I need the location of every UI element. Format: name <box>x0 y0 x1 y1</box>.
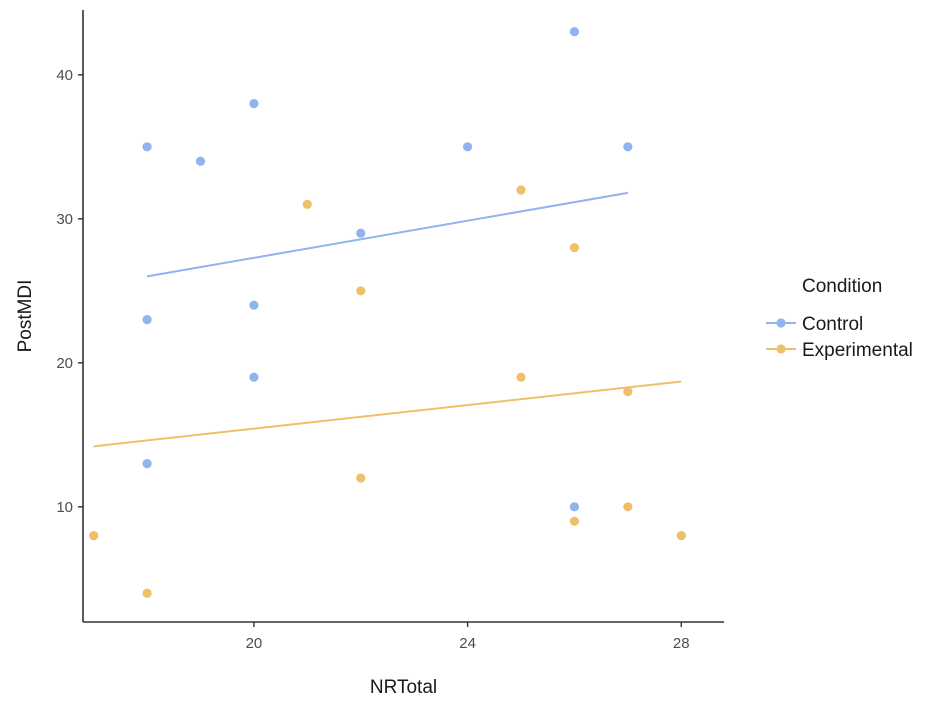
experimental-point <box>623 502 633 512</box>
y-tick-label: 30 <box>56 211 73 228</box>
control-point <box>195 156 206 166</box>
legend-control-label: Control <box>802 314 863 335</box>
control-point <box>249 300 259 310</box>
y-axis-ticks: 10 20 30 40 <box>56 67 83 516</box>
control-point <box>142 142 152 152</box>
legend-experimental-label: Experimental <box>802 340 913 361</box>
y-tick-label: 10 <box>56 499 73 516</box>
experimental-point <box>569 243 580 253</box>
experimental-point <box>356 473 366 483</box>
control-point <box>356 228 366 238</box>
plot-area <box>89 27 686 598</box>
control-point <box>142 459 152 469</box>
control-trend-line <box>146 191 629 278</box>
legend-title: Condition <box>802 276 882 297</box>
experimental-point <box>142 588 152 598</box>
x-tick-label: 24 <box>459 635 476 652</box>
control-point <box>569 27 580 37</box>
control-point <box>249 372 259 382</box>
experimental-point <box>356 286 366 296</box>
y-tick-label: 20 <box>56 355 73 372</box>
control-point <box>142 315 152 325</box>
legend-experimental-key <box>776 344 786 354</box>
y-axis-title: PostMDI <box>15 280 36 353</box>
experimental-point <box>623 387 633 397</box>
control-point <box>249 99 259 109</box>
x-tick-label: 28 <box>673 635 690 652</box>
x-axis-title: NRTotal <box>370 677 437 698</box>
experimental-point <box>676 531 686 541</box>
x-tick-label: 20 <box>246 635 263 652</box>
experimental-point <box>302 199 312 209</box>
legend: Control Experimental <box>766 314 913 361</box>
legend-control-key <box>776 318 786 328</box>
experimental-point <box>516 185 526 195</box>
control-point <box>623 142 633 152</box>
experimental-trend-line <box>93 380 682 448</box>
experimental-point <box>89 531 99 541</box>
control-point <box>569 502 580 512</box>
experimental-point <box>569 516 580 526</box>
control-point <box>463 142 473 152</box>
x-axis-ticks: 20 24 28 <box>246 622 690 652</box>
experimental-point <box>516 372 526 382</box>
y-tick-label: 40 <box>56 67 73 84</box>
